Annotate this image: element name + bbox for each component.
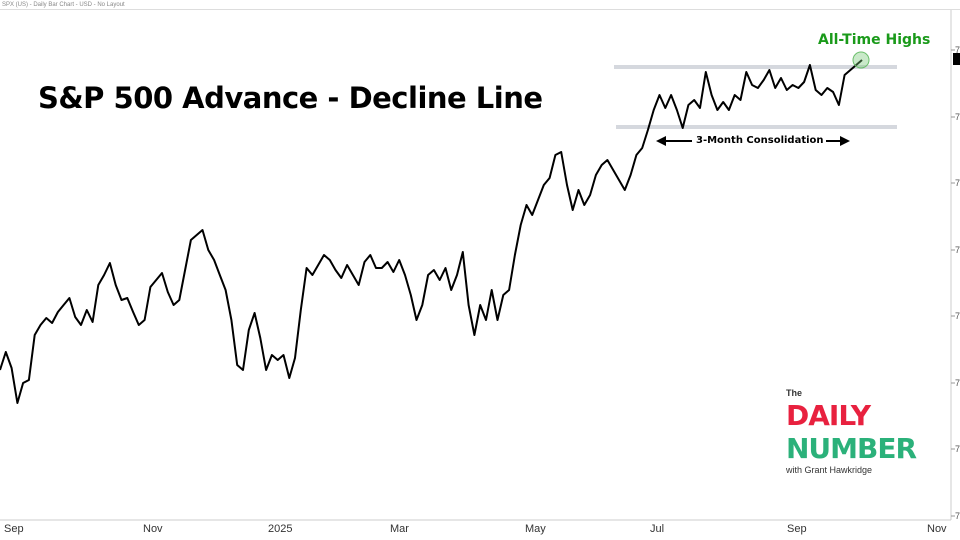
x-tick-label: Nov (927, 523, 947, 535)
y-tick-label: 7 (955, 444, 960, 454)
header-divider (0, 9, 960, 10)
x-tick-label: Nov (143, 523, 163, 535)
x-tick-label: Mar (390, 523, 409, 535)
y-tick-label: 7 (955, 245, 960, 255)
chart-title: S&P 500 Advance - Decline Line (38, 81, 543, 115)
arrow-left-head-icon (656, 136, 666, 146)
advance-decline-line (0, 59, 863, 404)
all-time-highs-label: All-Time Highs (818, 32, 931, 48)
logo-daily: DAILY (786, 399, 871, 432)
last-price-badge (953, 53, 960, 65)
all-time-high-marker (852, 51, 870, 69)
logo-number: NUMBER (786, 432, 917, 465)
y-tick-label: 7 (955, 511, 960, 521)
y-tick-label: 7 (955, 178, 960, 188)
x-tick-label: Sep (4, 523, 24, 535)
x-tick-label: Sep (787, 523, 807, 535)
y-tick-label: 7 (955, 112, 960, 122)
x-tick-label: 2025 (268, 523, 293, 535)
x-tick-label: May (525, 523, 546, 535)
logo-the: The (786, 388, 803, 398)
daily-number-logo: The DAILY NUMBER with Grant Hawkridge (786, 388, 917, 476)
consolidation-label: 3-Month Consolidation (694, 134, 826, 147)
arrow-right-head-icon (840, 136, 850, 146)
chart-header: SPX (US) - Daily Bar Chart - USD - No La… (2, 2, 125, 8)
y-tick-label: 7 (955, 45, 960, 55)
y-tick-label: 7 (955, 311, 960, 321)
logo-byline: with Grant Hawkridge (786, 465, 873, 475)
x-tick-label: Jul (650, 523, 665, 535)
y-tick-label: 7 (955, 378, 960, 388)
